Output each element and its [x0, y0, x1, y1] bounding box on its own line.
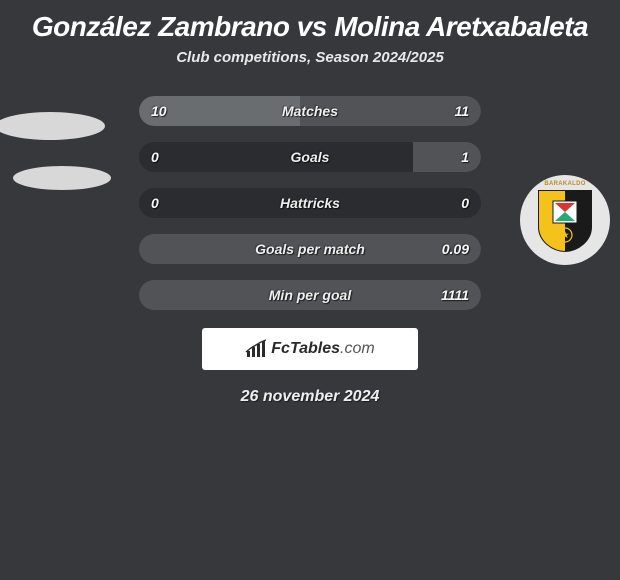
placeholder-ellipse	[13, 166, 111, 190]
stat-row: 0Goals1	[139, 142, 481, 172]
page-title: González Zambrano vs Molina Aretxabaleta	[0, 0, 620, 49]
right-value: 11	[454, 96, 469, 126]
left-placeholder-badges	[0, 112, 115, 216]
stat-row: 10Matches11	[139, 96, 481, 126]
stat-label: Goals	[139, 142, 481, 172]
right-club-badge: BARAKALDO	[520, 175, 610, 265]
stat-label: Min per goal	[139, 280, 481, 310]
stat-label: Hattricks	[139, 188, 481, 218]
date-label: 26 november 2024	[0, 388, 620, 406]
right-value: 0.09	[442, 234, 469, 264]
right-value: 1111	[441, 280, 469, 310]
stat-row: Goals per match0.09	[139, 234, 481, 264]
subtitle: Club competitions, Season 2024/2025	[0, 49, 620, 66]
right-value: 1	[461, 142, 469, 172]
brand-text: FcTables.com	[271, 340, 374, 358]
shield-icon	[537, 187, 593, 253]
stat-row: Min per goal1111	[139, 280, 481, 310]
stat-label: Matches	[139, 96, 481, 126]
stat-row: 0Hattricks0	[139, 188, 481, 218]
footer-brand-box[interactable]: FcTables.com	[202, 328, 418, 370]
placeholder-ellipse	[0, 112, 105, 140]
right-value: 0	[461, 188, 469, 218]
barchart-icon	[245, 339, 267, 359]
stat-label: Goals per match	[139, 234, 481, 264]
